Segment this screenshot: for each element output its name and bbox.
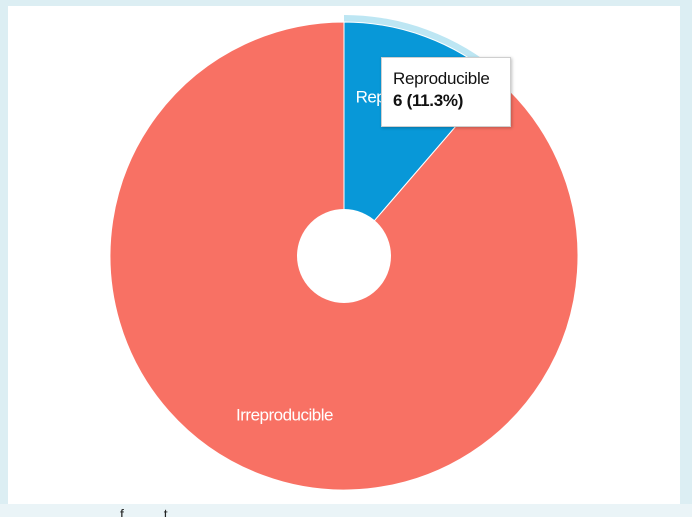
- hover-halo-reproducible: [344, 15, 502, 79]
- bottom-strip-text: f t: [120, 506, 186, 517]
- tooltip: Reproducible 6 (11.3%): [381, 57, 511, 127]
- bottom-strip: f t: [0, 504, 692, 517]
- hover-halo-layer: [344, 15, 502, 79]
- tooltip-series-name: Reproducible: [393, 69, 490, 88]
- chart-panel: Reproducible Irreproducible Reproducible …: [8, 6, 680, 504]
- donut-hole: [297, 209, 391, 303]
- tooltip-value: 6 (11.3%): [393, 91, 464, 110]
- slice-label-irreproducible: Irreproducible: [236, 406, 333, 425]
- pie-chart: Reproducible Irreproducible: [109, 15, 579, 491]
